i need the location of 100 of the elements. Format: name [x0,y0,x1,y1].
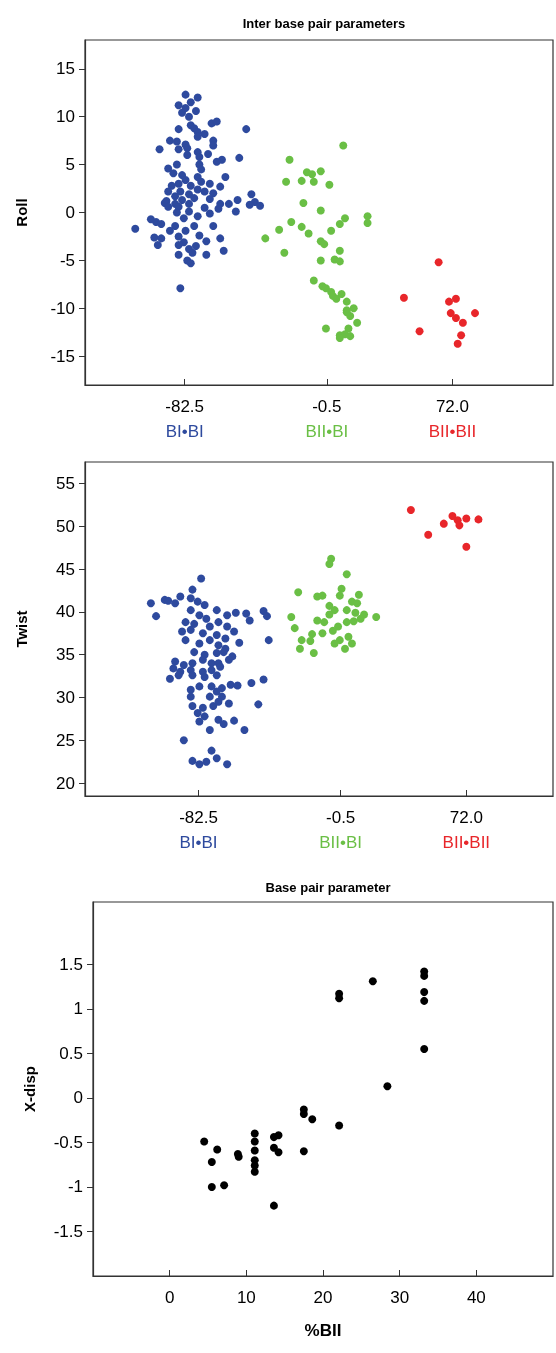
point [346,332,355,341]
point [434,258,443,267]
point [342,606,351,615]
text: BII•BII [428,421,477,441]
y-axis-title: X-disp [21,1066,38,1112]
point [455,521,464,530]
point [339,141,348,150]
point [330,639,339,648]
point [269,1143,278,1152]
point [325,601,334,610]
point [383,1082,392,1091]
y-tick-label: -15 [50,346,75,366]
point [372,613,381,622]
point [269,1201,278,1210]
x-tick-label: -0.5 [312,396,342,416]
y-tick-label: 40 [56,602,75,622]
text: BII•BI [305,421,349,441]
point [297,176,306,185]
point [349,304,358,313]
point [462,514,471,523]
point [318,591,327,600]
point [287,613,296,622]
y-tick-label: 10 [56,107,75,127]
point [451,313,460,322]
point [335,1121,344,1130]
point [213,1145,222,1154]
x-tick-label: 10 [236,1287,256,1307]
point [261,234,270,243]
point [207,1158,216,1167]
x-tick-label: 72.0 [435,396,470,416]
point [287,218,296,227]
point [309,177,318,186]
point [368,977,377,986]
point [274,1148,283,1157]
x-tick-label: 40 [466,1287,486,1307]
point [299,1147,308,1156]
x-tick-label: 72.0 [449,807,483,827]
point [297,636,306,645]
point [327,226,336,235]
y-tick-label: 35 [56,645,75,665]
point [313,616,322,625]
y-tick-label: -1 [67,1177,83,1197]
point [308,1115,317,1124]
y-tick-label: 5 [65,155,75,175]
point [424,530,433,539]
y-tick-label: 15 [56,59,75,79]
y-tick-label: 1 [73,999,83,1019]
point [308,630,317,639]
point [250,1129,259,1138]
point [457,331,466,340]
point [341,644,349,653]
point [451,294,460,303]
y-axis-title: Roll [13,198,30,227]
point [285,155,294,164]
point [316,256,325,265]
point [353,318,362,327]
text: BII•BII [442,832,491,852]
text: BII•BI [319,832,363,852]
point [471,309,479,318]
x-tick-label: -0.5 [326,807,356,827]
point [341,214,349,223]
point [415,327,424,336]
point [325,610,334,619]
point [309,648,318,657]
point [250,1137,259,1146]
point [347,639,356,648]
point [356,614,365,623]
point [349,617,358,626]
y-tick-label: 0 [65,203,75,222]
point [250,1167,259,1176]
point [321,324,330,333]
point [316,167,325,176]
point [337,289,346,298]
point [335,246,344,255]
x-tick-label: 20 [313,1287,333,1307]
point [309,276,318,285]
y-tick-label: 55 [56,473,75,493]
point [335,994,344,1003]
point [295,644,304,653]
point [353,599,362,608]
point [320,240,329,249]
y-tick-label: 20 [56,773,75,793]
point [316,206,325,215]
point [332,294,341,303]
x-tick-label: 30 [390,1287,410,1307]
x-tick-label: -82.5 [165,396,205,416]
point [320,618,329,627]
point [200,1137,209,1146]
y-tick-label: -1.5 [53,1221,83,1241]
point [325,180,334,189]
point [335,257,344,266]
point [275,225,284,234]
point [474,515,483,524]
point [220,1181,229,1190]
point [250,1146,259,1155]
point [325,559,334,568]
point [439,519,448,528]
point [335,220,344,228]
point [344,632,353,641]
point [335,591,344,600]
